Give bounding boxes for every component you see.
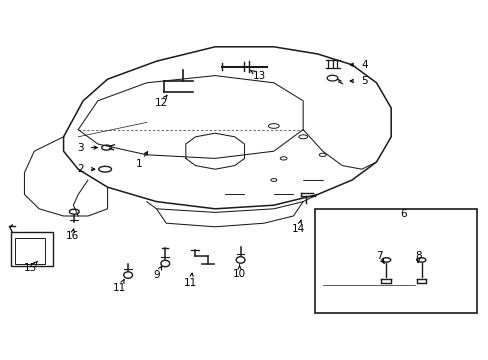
Bar (15, 238, 45, 264)
Text: 2: 2 (77, 164, 84, 174)
Text: 10: 10 (233, 269, 245, 279)
Text: 3: 3 (77, 143, 84, 153)
Text: 15: 15 (24, 263, 38, 273)
Text: 11: 11 (183, 278, 197, 288)
Text: 9: 9 (153, 270, 160, 280)
Text: 11: 11 (113, 283, 126, 293)
Text: 6: 6 (399, 209, 406, 219)
Bar (11, 232, 53, 266)
Text: 5: 5 (360, 76, 367, 86)
Text: 12: 12 (154, 98, 168, 108)
Text: 4: 4 (360, 60, 367, 70)
Text: 14: 14 (291, 224, 305, 234)
Text: 7: 7 (375, 251, 382, 261)
Text: 16: 16 (65, 231, 79, 241)
Bar (315, 209, 476, 313)
Text: 1: 1 (136, 159, 142, 169)
Text: 8: 8 (414, 251, 421, 261)
Text: 13: 13 (252, 71, 265, 81)
